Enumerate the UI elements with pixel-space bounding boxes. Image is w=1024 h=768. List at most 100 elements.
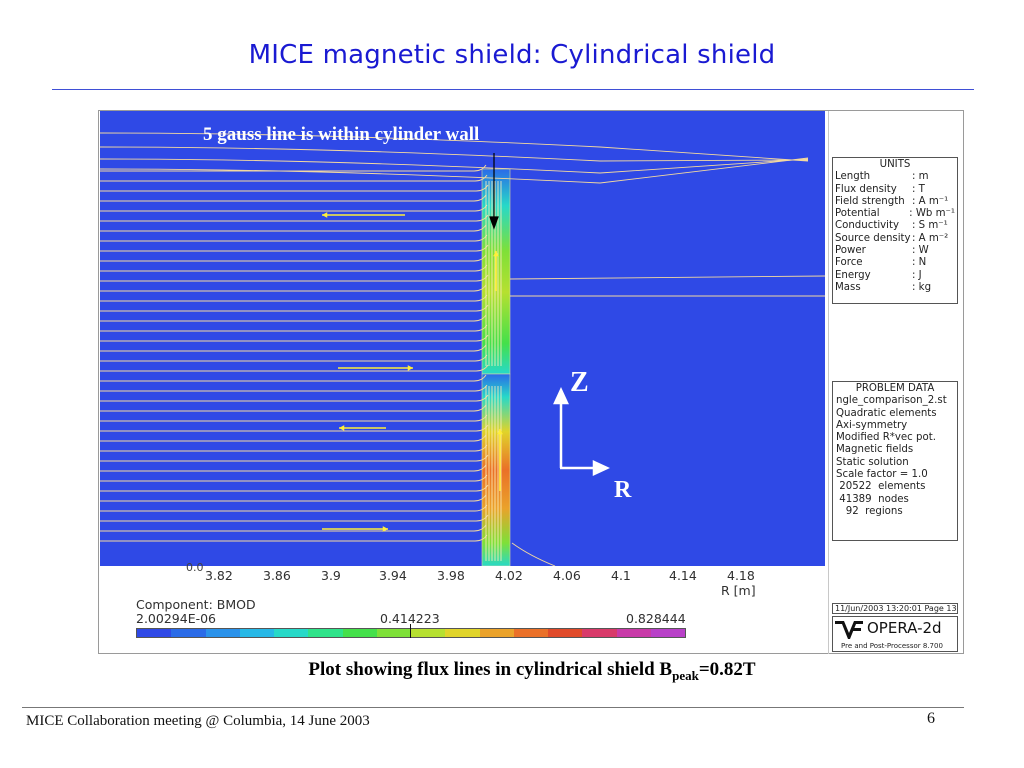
units-key: Potential: [835, 208, 880, 220]
caption-main: Plot showing flux lines in cylindrical s…: [308, 659, 673, 680]
x-tick-label: 3.94: [379, 568, 407, 583]
flux-line: [511, 542, 556, 566]
flux-line: [100, 157, 809, 184]
units-value: : W: [912, 245, 929, 257]
flux-line: [100, 444, 488, 452]
units-value: : A m⁻¹: [912, 195, 949, 207]
flux-line: [100, 244, 489, 252]
problem-data-panel: PROBLEM DATA ngle_comparison_2.st Quadrat…: [832, 381, 958, 541]
problem-data-line: 20522 elements: [836, 481, 926, 493]
x-tick-label: 3.9: [321, 568, 341, 583]
footer-text: MICE Collaboration meeting @ Columbia, 1…: [26, 713, 370, 729]
colorbar-swatch: [479, 629, 514, 637]
flux-line: [100, 534, 488, 542]
flux-line: [100, 254, 487, 262]
units-key: Mass: [835, 281, 861, 293]
units-row: Energy: J: [835, 270, 955, 282]
caption-end: =0.82T: [698, 659, 756, 680]
flux-line: [100, 294, 488, 302]
colorbar-swatch: [650, 629, 685, 637]
wall-flux-loops: [485, 181, 502, 561]
flux-line: [100, 158, 809, 174]
x-tick-label: 3.86: [263, 568, 291, 583]
units-key: Energy: [835, 269, 871, 281]
title-divider: [52, 89, 974, 90]
colorbar-swatch: [548, 629, 583, 637]
flux-arrow: [322, 212, 405, 218]
colorbar-swatch: [513, 629, 548, 637]
opera-logo-box: OPERA-2d Pre and Post-Processor 8.700: [832, 616, 958, 652]
flux-line: [509, 275, 825, 280]
problem-data-line: Axi-symmetry: [836, 419, 908, 431]
colorbar-swatch: [137, 629, 172, 637]
flux-line: [100, 434, 487, 442]
flux-line: [100, 314, 487, 322]
colorbar-min-label: 2.00294E-06: [136, 611, 217, 626]
flux-line: [100, 132, 809, 162]
colorbar-swatch: [445, 629, 480, 637]
flux-line: [100, 454, 489, 462]
flux-line: [100, 234, 488, 242]
x-axis-unit: R [m]: [721, 583, 756, 598]
shield-wall-lower: [481, 373, 511, 566]
flux-line: [100, 194, 487, 202]
flux-arrow: [497, 429, 503, 491]
units-header: UNITS: [879, 159, 911, 170]
units-key: Conductivity: [835, 220, 900, 232]
x-tick-label: 4.06: [553, 568, 581, 583]
units-row: Conductivity: S m⁻¹: [835, 220, 955, 232]
x-tick-label: 4.14: [669, 568, 697, 583]
units-panel: UNITS Length: m Flux density: T Field stre…: [832, 157, 958, 304]
units-list: Length: m Flux density: T Field strength: …: [835, 171, 955, 294]
opera-name: OPERA-2d: [867, 619, 942, 637]
colorbar-swatch: [342, 629, 377, 637]
flux-plot: [100, 111, 825, 566]
colorbar-swatch: [239, 629, 274, 637]
problem-data-line: Static solution: [836, 456, 909, 468]
flux-line: [100, 274, 489, 282]
problem-data-header: PROBLEM DATA: [855, 383, 935, 394]
opera-subtitle: Pre and Post-Processor 8.700: [841, 642, 943, 650]
flux-line: [100, 484, 489, 492]
annotation-5-gauss: 5 gauss line is within cylinder wall: [203, 124, 480, 145]
x-tick-label: 4.1: [611, 568, 631, 583]
direction-arrows: [322, 212, 503, 532]
flux-line: [100, 464, 487, 472]
flux-line: [100, 184, 489, 192]
flux-line: [100, 164, 487, 172]
flux-line: [100, 404, 487, 412]
flux-line: [100, 414, 488, 422]
flux-line: [100, 204, 488, 212]
flux-line: [100, 354, 488, 362]
flux-line: [100, 364, 489, 372]
units-row: Force: N: [835, 257, 955, 269]
flux-line: [100, 474, 488, 482]
units-key: Field strength: [835, 195, 905, 207]
flux-line: [100, 524, 487, 532]
colorbar-max-label: 0.828444: [626, 611, 686, 626]
units-row: Potential: Wb m⁻¹: [835, 208, 955, 220]
units-value: : A m⁻²: [912, 232, 949, 244]
colorbar-swatch: [205, 629, 240, 637]
problem-data-line: ngle_comparison_2.st: [836, 395, 947, 407]
colorbar-swatch: [616, 629, 651, 637]
colorbar-component-label: Component: BMOD: [136, 597, 256, 612]
flux-arrow: [493, 251, 499, 291]
flux-line: [100, 384, 488, 392]
flux-line: [100, 174, 488, 182]
units-value: : T: [912, 183, 925, 195]
colorbar-mid-label: 0.414223: [380, 611, 440, 626]
flux-line: [100, 324, 488, 332]
problem-data-line: Quadratic elements: [836, 407, 937, 419]
units-row: Power: W: [835, 245, 955, 257]
flux-line: [100, 494, 487, 502]
x-tick-label: 4.18: [727, 568, 755, 583]
flux-line: [100, 304, 489, 312]
colorbar: [136, 628, 686, 638]
x-tick-label: 3.82: [205, 568, 233, 583]
x-tick-label: 3.98: [437, 568, 465, 583]
colorbar-swatch: [308, 629, 343, 637]
colorbar-swatch: [274, 629, 309, 637]
flux-line: [100, 374, 487, 382]
flux-line: [100, 224, 487, 232]
